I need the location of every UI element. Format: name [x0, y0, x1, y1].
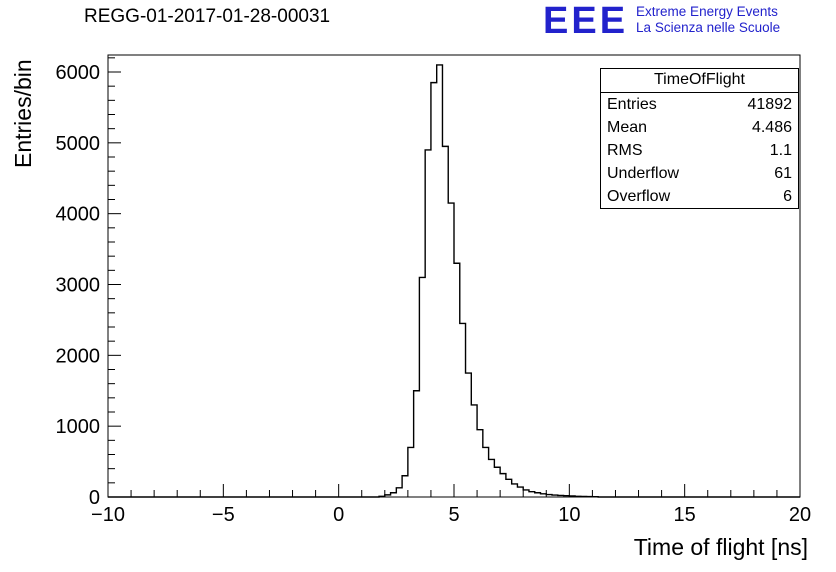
stats-label: Overflow: [607, 188, 671, 205]
stats-value: 4.486: [751, 119, 792, 136]
stats-label: Entries: [607, 96, 657, 113]
eee-logo-line1: Extreme Energy Events: [636, 4, 778, 19]
x-tick-label: 20: [789, 504, 811, 526]
stats-row: RMS 1.1: [601, 139, 798, 162]
stats-value: 6: [783, 188, 792, 205]
stats-row: Overflow 6: [601, 185, 798, 208]
y-tick-label: 6000: [56, 62, 101, 84]
stats-row: Entries 41892: [601, 93, 798, 116]
y-tick-label: 4000: [56, 204, 101, 226]
x-tick-label: 15: [674, 504, 696, 526]
eee-logo-subtitle: Extreme Energy Events La Scienza nelle S…: [636, 4, 780, 36]
stats-label: RMS: [607, 142, 643, 159]
y-tick-label: 0: [89, 487, 100, 509]
y-tick-label: 5000: [56, 133, 101, 155]
stats-value: 61: [774, 165, 792, 182]
x-tick-label: −5: [212, 504, 235, 526]
x-tick-label: 10: [558, 504, 580, 526]
x-tick-label: 5: [448, 504, 459, 526]
eee-logo: EEE Extreme Energy Events La Scienza nel…: [543, 0, 780, 42]
stats-label: Underflow: [607, 165, 680, 182]
y-tick-label: 1000: [56, 416, 101, 438]
y-tick-label: 3000: [56, 275, 101, 297]
stats-box: TimeOfFlight Entries 41892 Mean 4.486 RM…: [600, 68, 799, 209]
stats-value: 1.1: [769, 142, 792, 159]
x-tick-label: 0: [333, 504, 344, 526]
histogram-step-line: [108, 64, 800, 498]
x-axis-title: Time of flight [ns]: [633, 534, 808, 560]
stats-value: 41892: [747, 96, 793, 113]
stats-label: Mean: [607, 119, 648, 136]
eee-logo-text: EEE: [543, 0, 629, 42]
stats-row: Underflow 61: [601, 162, 798, 185]
plot-frame: [107, 54, 801, 498]
plot-title: REGG-01-2017-01-28-00031: [84, 6, 331, 27]
eee-logo-line2: La Scienza nelle Scuole: [636, 20, 781, 35]
y-tick-label: 2000: [56, 345, 101, 367]
x-tick-label: −10: [91, 504, 125, 526]
stats-row: Mean 4.486: [601, 116, 798, 139]
y-axis-title: Entries/bin: [10, 59, 36, 168]
stats-box-title: TimeOfFlight: [601, 69, 798, 93]
